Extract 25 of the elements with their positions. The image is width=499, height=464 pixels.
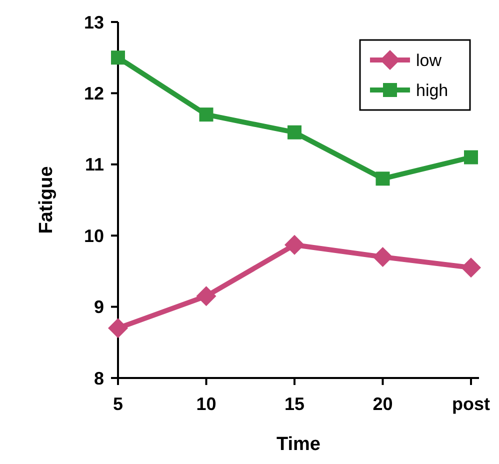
- point: [111, 50, 125, 65]
- legend-label: high: [416, 80, 448, 100]
- y-tick-label: 9: [94, 297, 104, 318]
- point: [464, 150, 478, 164]
- point: [461, 258, 481, 278]
- point: [288, 125, 302, 140]
- point: [108, 318, 128, 338]
- legend-label: low: [416, 50, 442, 70]
- x-tick-label: 15: [284, 394, 305, 414]
- y-tick-label: 13: [84, 12, 104, 32]
- point: [199, 108, 214, 122]
- point: [376, 172, 390, 186]
- point: [196, 286, 216, 306]
- x-tick-label: 10: [196, 394, 216, 414]
- x-axis-title: Time: [276, 434, 321, 455]
- y-tick-label: 12: [84, 84, 104, 104]
- point: [372, 246, 393, 267]
- x-tick-label: post: [452, 394, 490, 414]
- point: [284, 234, 304, 255]
- y-tick-label: 11: [84, 154, 104, 175]
- y-tick-label: 10: [84, 226, 104, 246]
- x-tick-label: 20: [372, 394, 393, 414]
- x-tick-label: 5: [112, 394, 124, 414]
- y-tick-label: 8: [94, 368, 104, 388]
- y-axis-title: Fatigue: [36, 166, 57, 234]
